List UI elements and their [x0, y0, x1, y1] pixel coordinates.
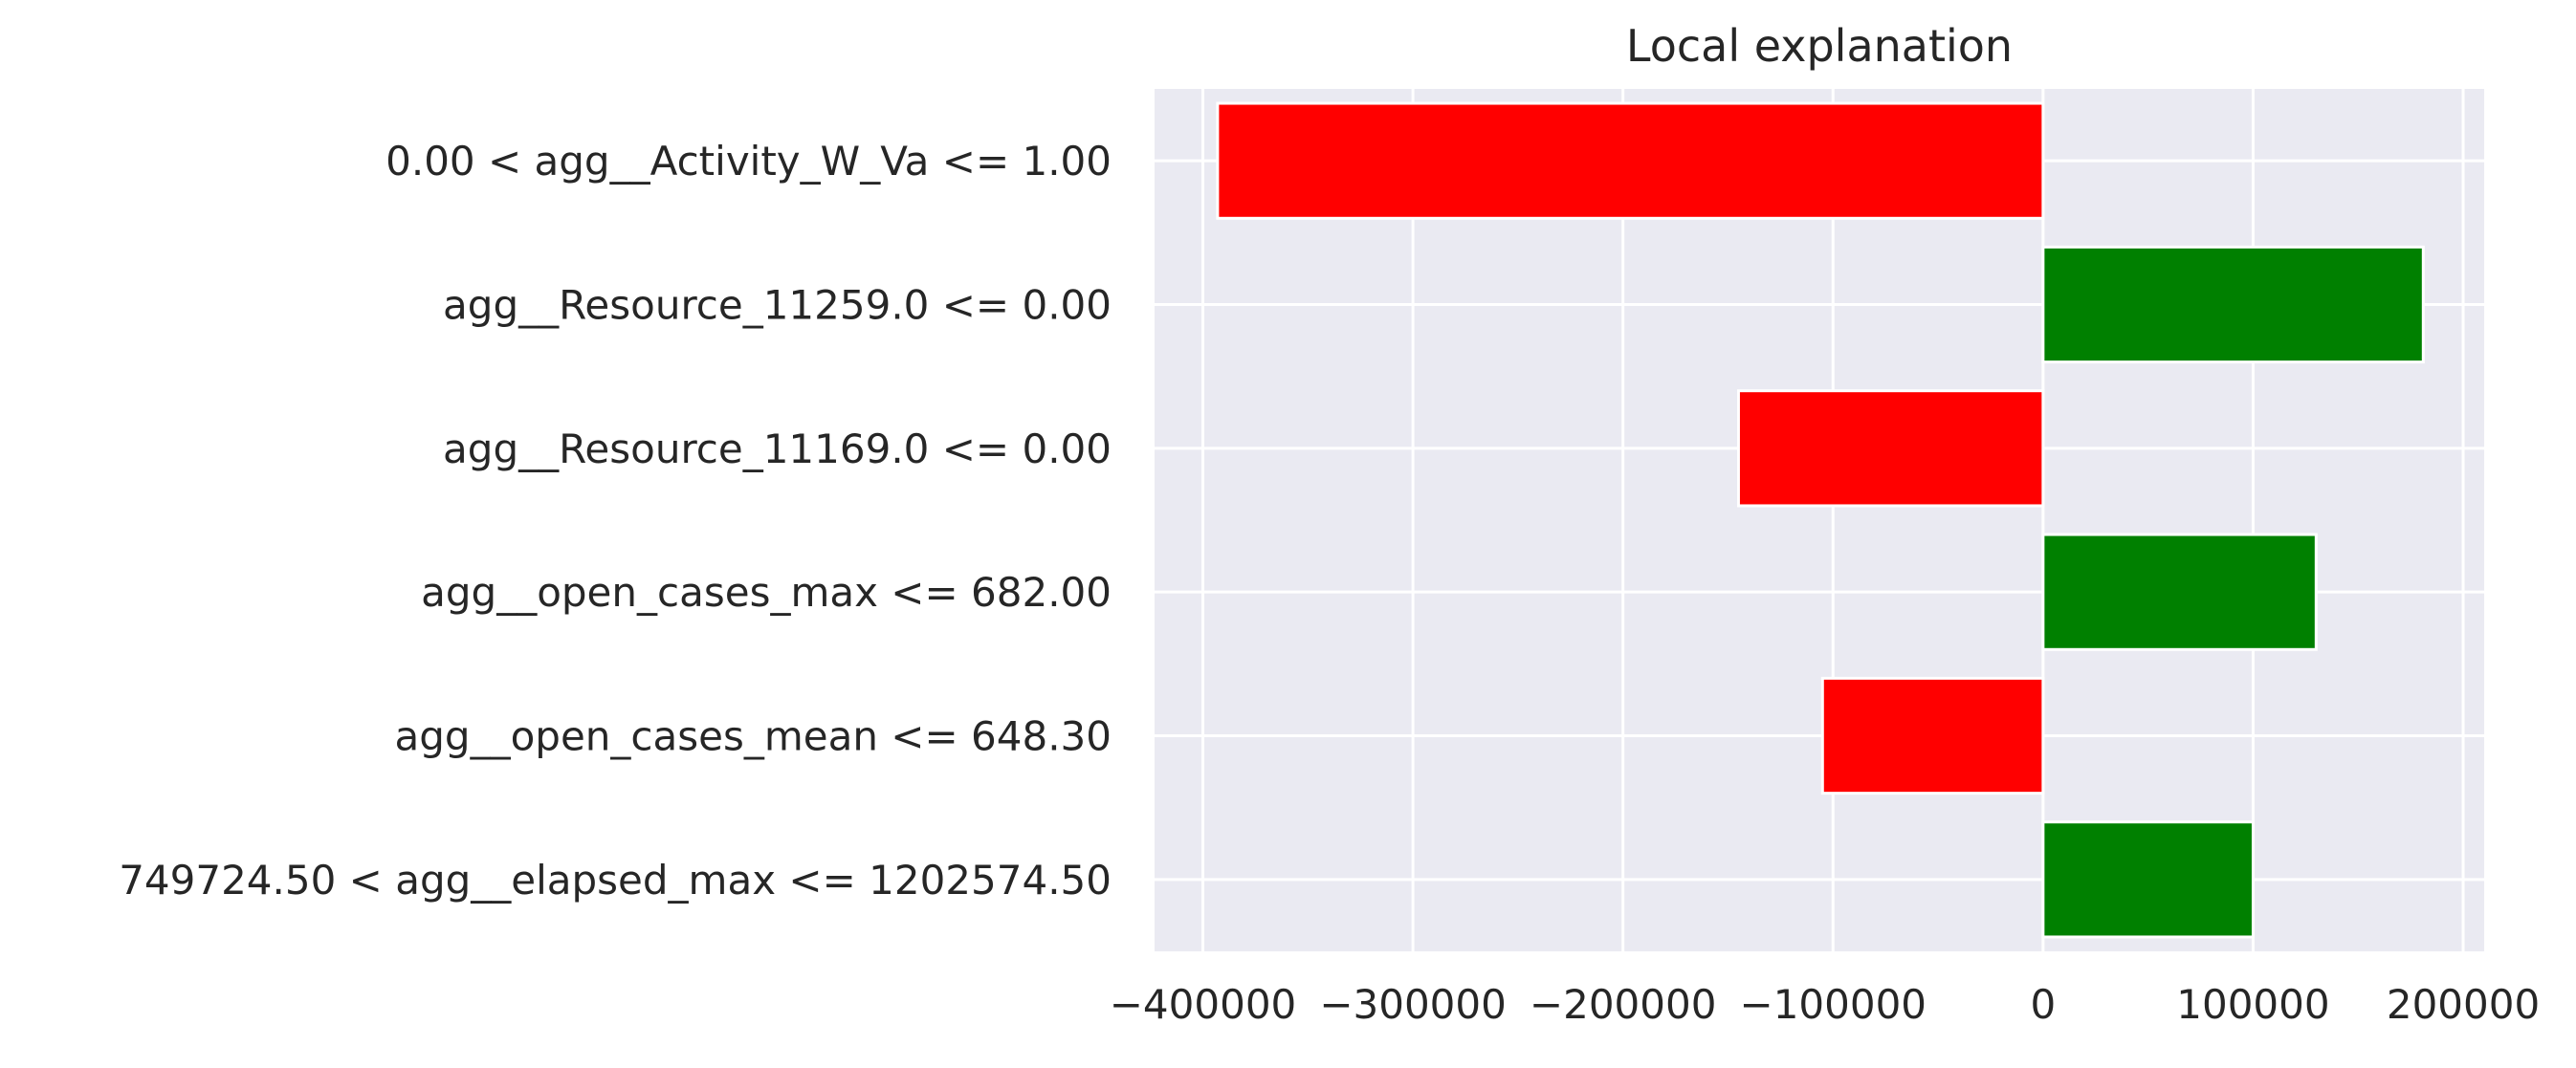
x-tick-label: 100000 [2176, 981, 2329, 1028]
bars [1216, 101, 2425, 939]
x-tick-label: −300000 [1319, 981, 1507, 1028]
y-tick-labels: 0.00 < agg__Activity_W_Va <= 1.00 agg__Re… [119, 138, 1112, 904]
x-tick-label: −100000 [1740, 981, 1927, 1028]
x-tick-labels: −400000 −300000 −200000 −100000 0 100000 20000… [1110, 981, 2540, 1028]
y-tick-label: agg__Resource_11169.0 <= 0.00 [443, 425, 1112, 472]
bar [1820, 676, 2045, 796]
y-tick-label: agg__Resource_11259.0 <= 0.00 [443, 282, 1112, 329]
y-tick-label: agg__open_cases_mean <= 648.30 [395, 713, 1112, 760]
bar [1216, 101, 2045, 220]
plot-area [1155, 89, 2484, 951]
y-tick-label: agg__open_cases_max <= 682.00 [421, 569, 1112, 616]
x-tick-label: 0 [2030, 981, 2056, 1028]
y-tick-label: 749724.50 < agg__elapsed_max <= 1202574.… [119, 857, 1112, 904]
bar [1736, 389, 2045, 508]
chart-title: Local explanation [1626, 20, 2013, 72]
x-tick-label: −400000 [1110, 981, 1297, 1028]
bar [2041, 820, 2255, 939]
x-tick-label: −200000 [1530, 981, 1717, 1028]
bar [2041, 245, 2425, 364]
bar [2041, 533, 2318, 651]
y-tick-label: 0.00 < agg__Activity_W_Va <= 1.00 [385, 138, 1112, 185]
x-tick-label: 200000 [2387, 981, 2540, 1028]
